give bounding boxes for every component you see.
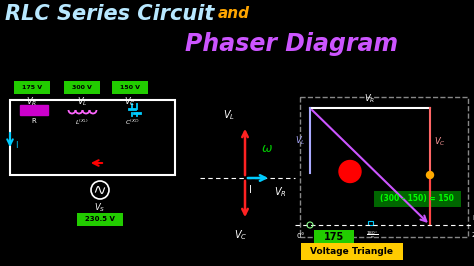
Text: $\omega$: $\omega$	[261, 142, 273, 155]
Text: R: R	[32, 118, 36, 124]
Text: $V_C$: $V_C$	[434, 135, 446, 148]
FancyBboxPatch shape	[64, 81, 100, 94]
Text: 230.5 V: 230.5 V	[85, 216, 115, 222]
FancyBboxPatch shape	[374, 191, 461, 207]
Text: $V_L$: $V_L$	[77, 96, 87, 109]
Text: $V_R$: $V_R$	[365, 93, 375, 105]
Text: $V_s$: $V_s$	[345, 165, 356, 178]
Text: $V_L$: $V_L$	[223, 108, 235, 122]
Text: $C^{(X_C)}$: $C^{(X_C)}$	[125, 118, 139, 127]
FancyBboxPatch shape	[14, 81, 50, 94]
Text: Phaser Diagram: Phaser Diagram	[185, 32, 398, 56]
Text: I: I	[472, 215, 474, 221]
Text: 175 V: 175 V	[22, 85, 42, 90]
Text: $V_R$: $V_R$	[27, 96, 37, 109]
Circle shape	[427, 172, 434, 178]
Text: $V_C$: $V_C$	[124, 96, 136, 109]
Text: I: I	[15, 140, 18, 149]
Text: 300 V: 300 V	[72, 85, 92, 90]
Text: $L^{(X_L)}$: $L^{(X_L)}$	[75, 118, 89, 127]
Text: $V_S$: $V_S$	[94, 202, 106, 214]
Circle shape	[339, 160, 361, 182]
FancyBboxPatch shape	[112, 81, 148, 94]
Text: $V_L$: $V_L$	[295, 134, 306, 147]
FancyBboxPatch shape	[314, 230, 354, 245]
Bar	[20, 105, 48, 115]
Bar	[300, 97, 468, 237]
Text: I: I	[248, 185, 251, 195]
Text: $\frac{180°}{\pi}$: $\frac{180°}{\pi}$	[366, 230, 378, 241]
FancyBboxPatch shape	[301, 243, 403, 260]
Text: 150 V: 150 V	[120, 85, 140, 90]
Text: Voltage Triangle: Voltage Triangle	[310, 247, 393, 256]
Text: $0°$: $0°$	[296, 230, 305, 240]
Bar	[10, 100, 175, 175]
Bar	[368, 221, 373, 225]
Text: (300 - 150) = 150: (300 - 150) = 150	[380, 194, 454, 203]
Text: 175: 175	[324, 232, 344, 242]
Text: and: and	[218, 6, 250, 21]
Text: RLC Series Circuit: RLC Series Circuit	[5, 4, 214, 24]
Text: $V_C$: $V_C$	[234, 228, 248, 242]
FancyBboxPatch shape	[77, 213, 123, 226]
Text: $V_R$: $V_R$	[273, 185, 286, 199]
Text: $2\pi$: $2\pi$	[471, 230, 474, 239]
